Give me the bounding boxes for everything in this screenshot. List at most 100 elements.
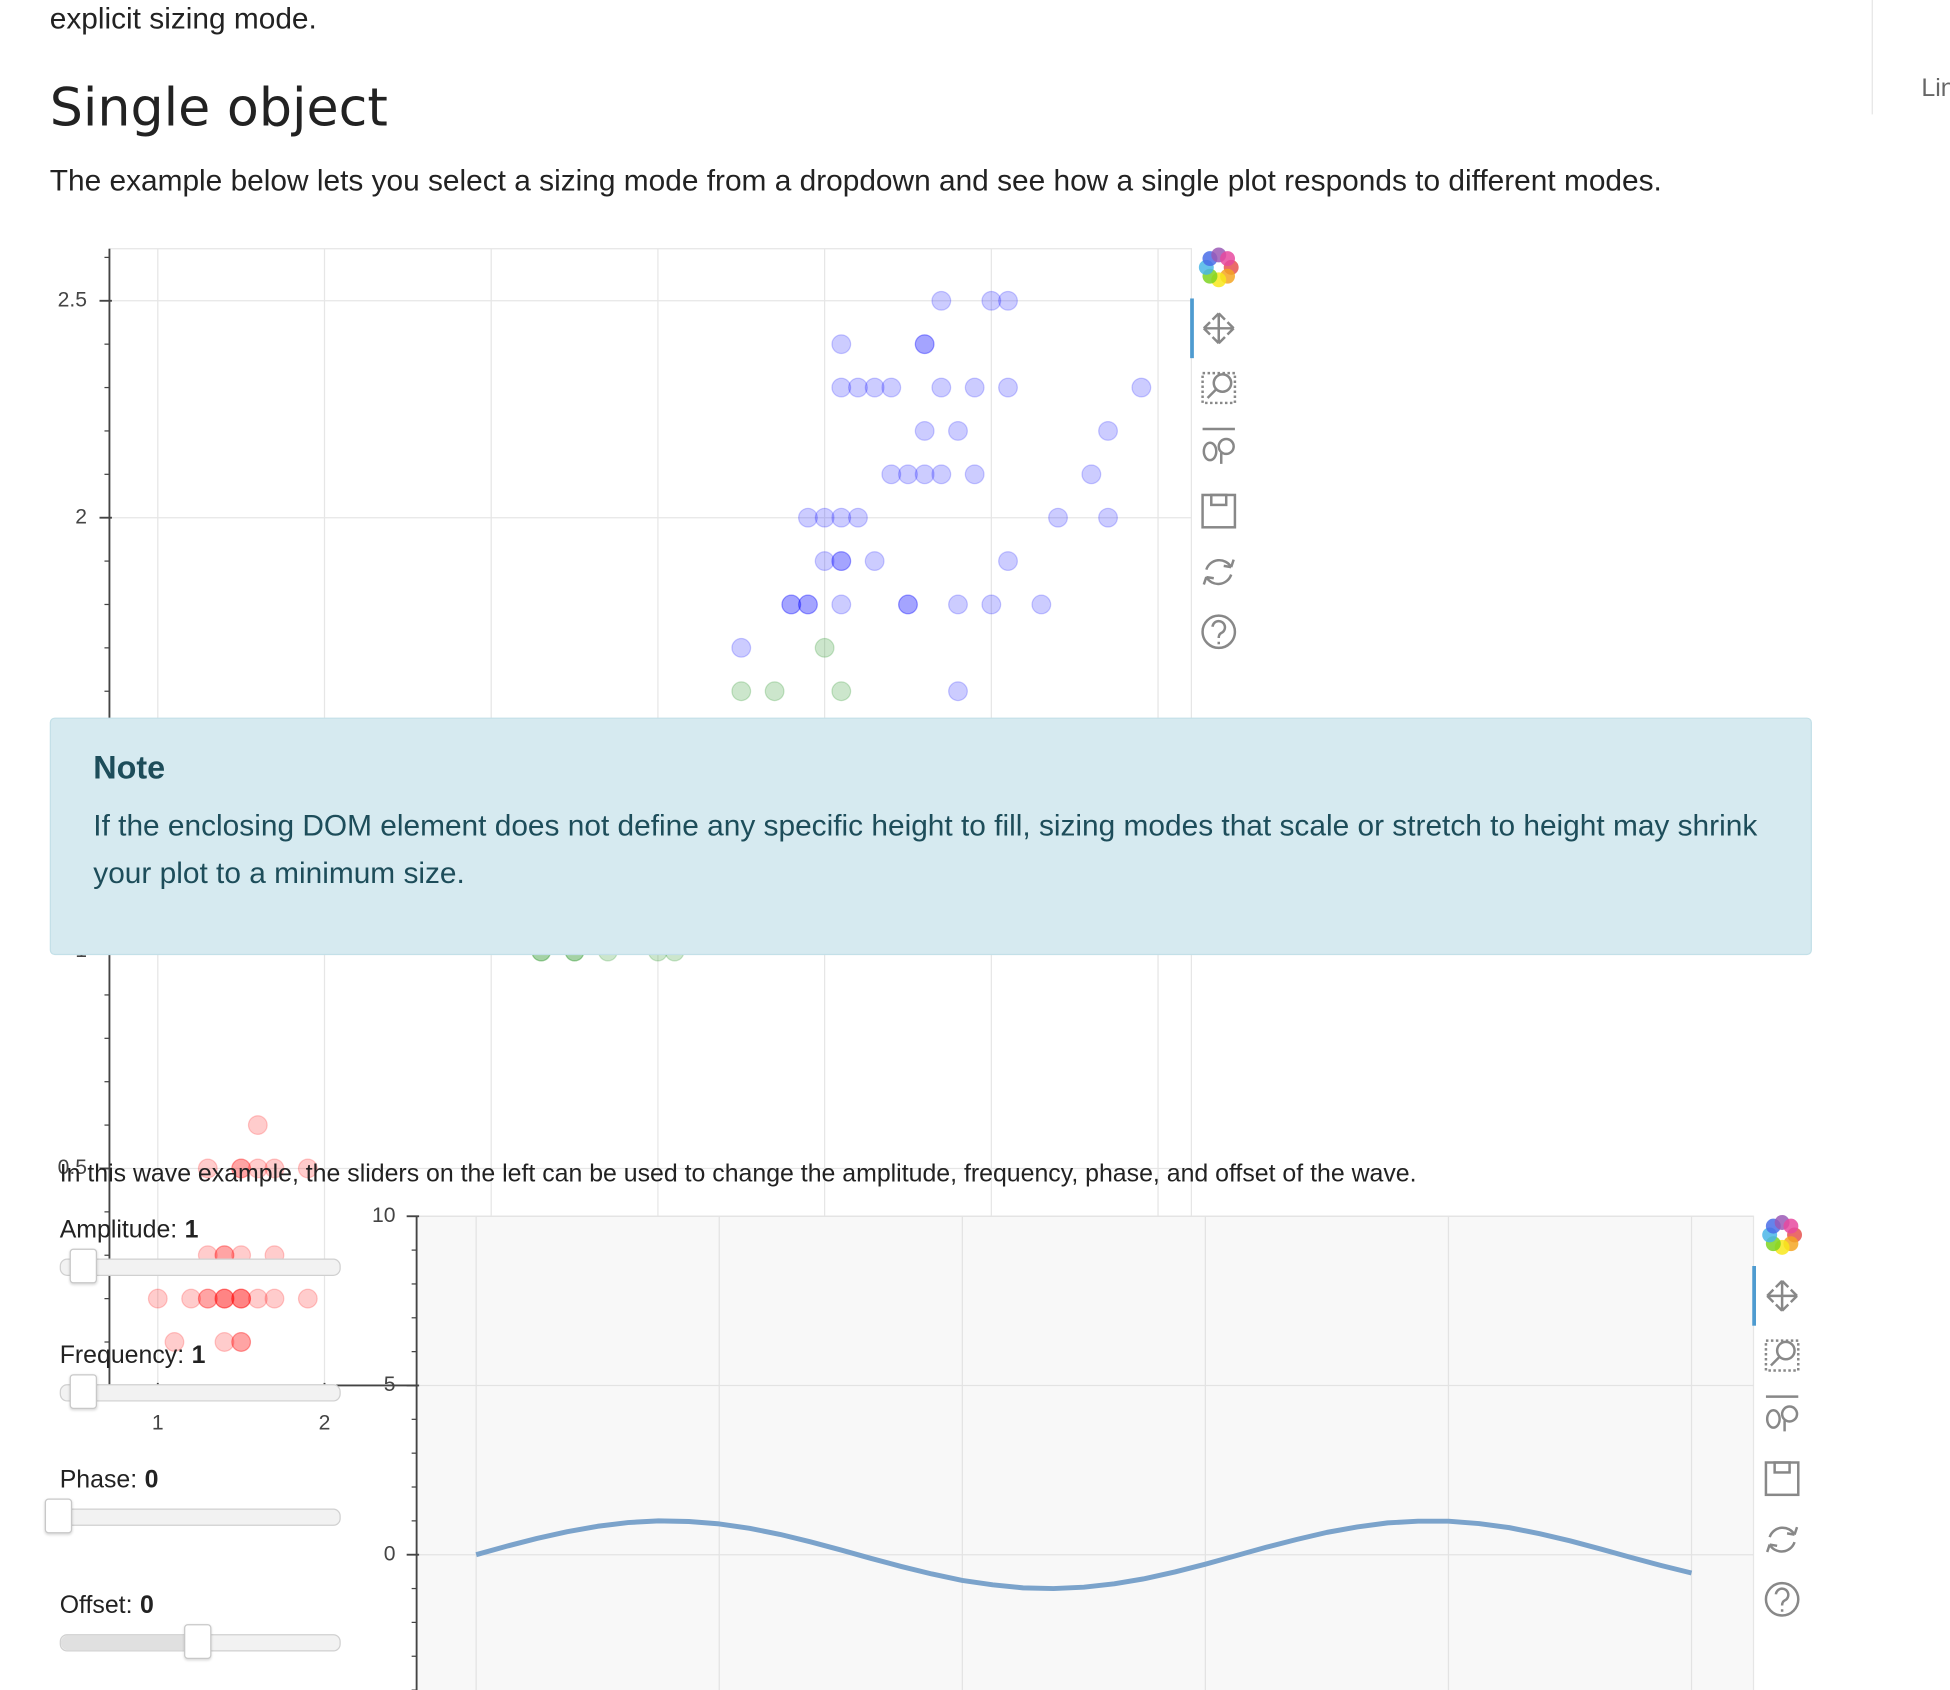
box-zoom-tool[interactable] [1212,373,1233,393]
point [1098,507,1118,528]
slider-track[interactable] [59,1508,341,1526]
slider-handle[interactable] [184,1624,212,1659]
point [998,290,1018,311]
note-text: If the enclosing DOM element does not de… [93,809,1758,891]
y-tick-label: 2 [75,505,87,528]
slider[interactable]: Offset: 0 [59,1592,358,1667]
plot-background [415,1215,1755,1690]
point [231,1332,252,1352]
wheel-zoom-tool[interactable] [1765,1395,1799,1432]
active-tool-indicator [1752,1266,1756,1326]
point [914,420,935,441]
reset-tool[interactable] [1766,1526,1799,1553]
point [231,1288,252,1309]
point [864,551,885,572]
save-tool[interactable] [1210,493,1228,507]
point [231,1158,252,1179]
save-tool[interactable] [1773,1461,1791,1474]
point [214,1288,235,1309]
slider-value: 0 [139,1591,154,1620]
slider-handle[interactable] [69,1374,98,1410]
point [914,334,935,355]
point [831,334,852,355]
slider-handle[interactable] [69,1248,98,1284]
reset-tool[interactable] [1202,558,1235,586]
slider-label: Offset: 0 [60,1592,154,1621]
point [831,594,852,615]
paragraph: The example below lets you select a sizi… [49,164,1662,198]
point [864,377,885,398]
bokeh-logo[interactable] [1783,1218,1799,1234]
point [814,551,835,572]
point [948,594,968,615]
point [781,594,802,615]
point [981,594,1002,615]
x-tick-label: 2 [319,1412,331,1435]
help-tool[interactable] [1211,619,1227,645]
slider-label: Amplitude: 1 [60,1216,199,1245]
pan-tool[interactable] [1202,312,1235,345]
y-tick-label: 2.5 [58,288,87,311]
point [814,637,835,658]
slider[interactable]: Amplitude: 1 [59,1216,358,1291]
point [831,551,852,572]
help-tool[interactable] [1201,614,1237,650]
slider[interactable]: Phase: 0 [44,1466,358,1541]
point [231,1288,252,1309]
point [831,377,852,398]
point [964,464,985,485]
point [1048,507,1068,528]
point [931,377,952,398]
point [231,1288,252,1309]
help-tool[interactable] [1764,1581,1800,1617]
y-tick-label: 5 [384,1373,396,1396]
point [197,1288,218,1309]
pan-tool[interactable] [1766,1280,1798,1312]
wheel-zoom-tool[interactable] [1217,437,1235,456]
sidebar-link[interactable]: Lin [1921,74,1950,102]
active-tool-indicator [1190,298,1194,359]
point [931,464,952,485]
slider-value: 0 [144,1466,159,1494]
bokeh-logo[interactable] [1220,251,1236,267]
point [831,507,852,528]
slider-title: Amplitude: [59,1216,178,1244]
point [948,681,968,702]
slider-label: Frequency: 1 [60,1342,206,1371]
point [297,1288,318,1309]
wheel-zoom-tool[interactable] [1765,1409,1781,1429]
point [798,507,818,528]
point [848,507,868,528]
slider-value: 1 [184,1216,199,1244]
note-title: Note [93,748,166,786]
point [898,594,918,615]
paragraph: explicit sizing mode. [49,2,317,37]
help-tool[interactable] [1774,1587,1790,1612]
slider-handle[interactable] [44,1498,73,1534]
point [214,1288,235,1309]
point [798,594,818,615]
point [981,290,1002,311]
slider-track[interactable] [59,1384,341,1402]
slider-title: Offset: [59,1591,133,1620]
sidebar-border [1871,0,1873,115]
save-tool[interactable] [1764,1461,1800,1497]
box-zoom-tool[interactable] [1206,388,1218,399]
point [1031,594,1052,615]
wheel-zoom-tool[interactable] [1202,441,1218,462]
y-tick-label: 10 [372,1204,396,1227]
slider-track[interactable] [59,1258,341,1276]
point [247,1288,268,1309]
slider[interactable]: Frequency: 1 [59,1342,358,1417]
point [1098,420,1118,441]
point [798,594,818,615]
wheel-zoom-tool[interactable] [1780,1405,1799,1423]
box-zoom-tool[interactable] [1770,1355,1781,1367]
wheel-zoom-tool[interactable] [1202,427,1235,464]
box-zoom-tool[interactable] [1775,1340,1796,1361]
point [264,1158,285,1179]
point [881,464,902,485]
point [831,681,852,702]
